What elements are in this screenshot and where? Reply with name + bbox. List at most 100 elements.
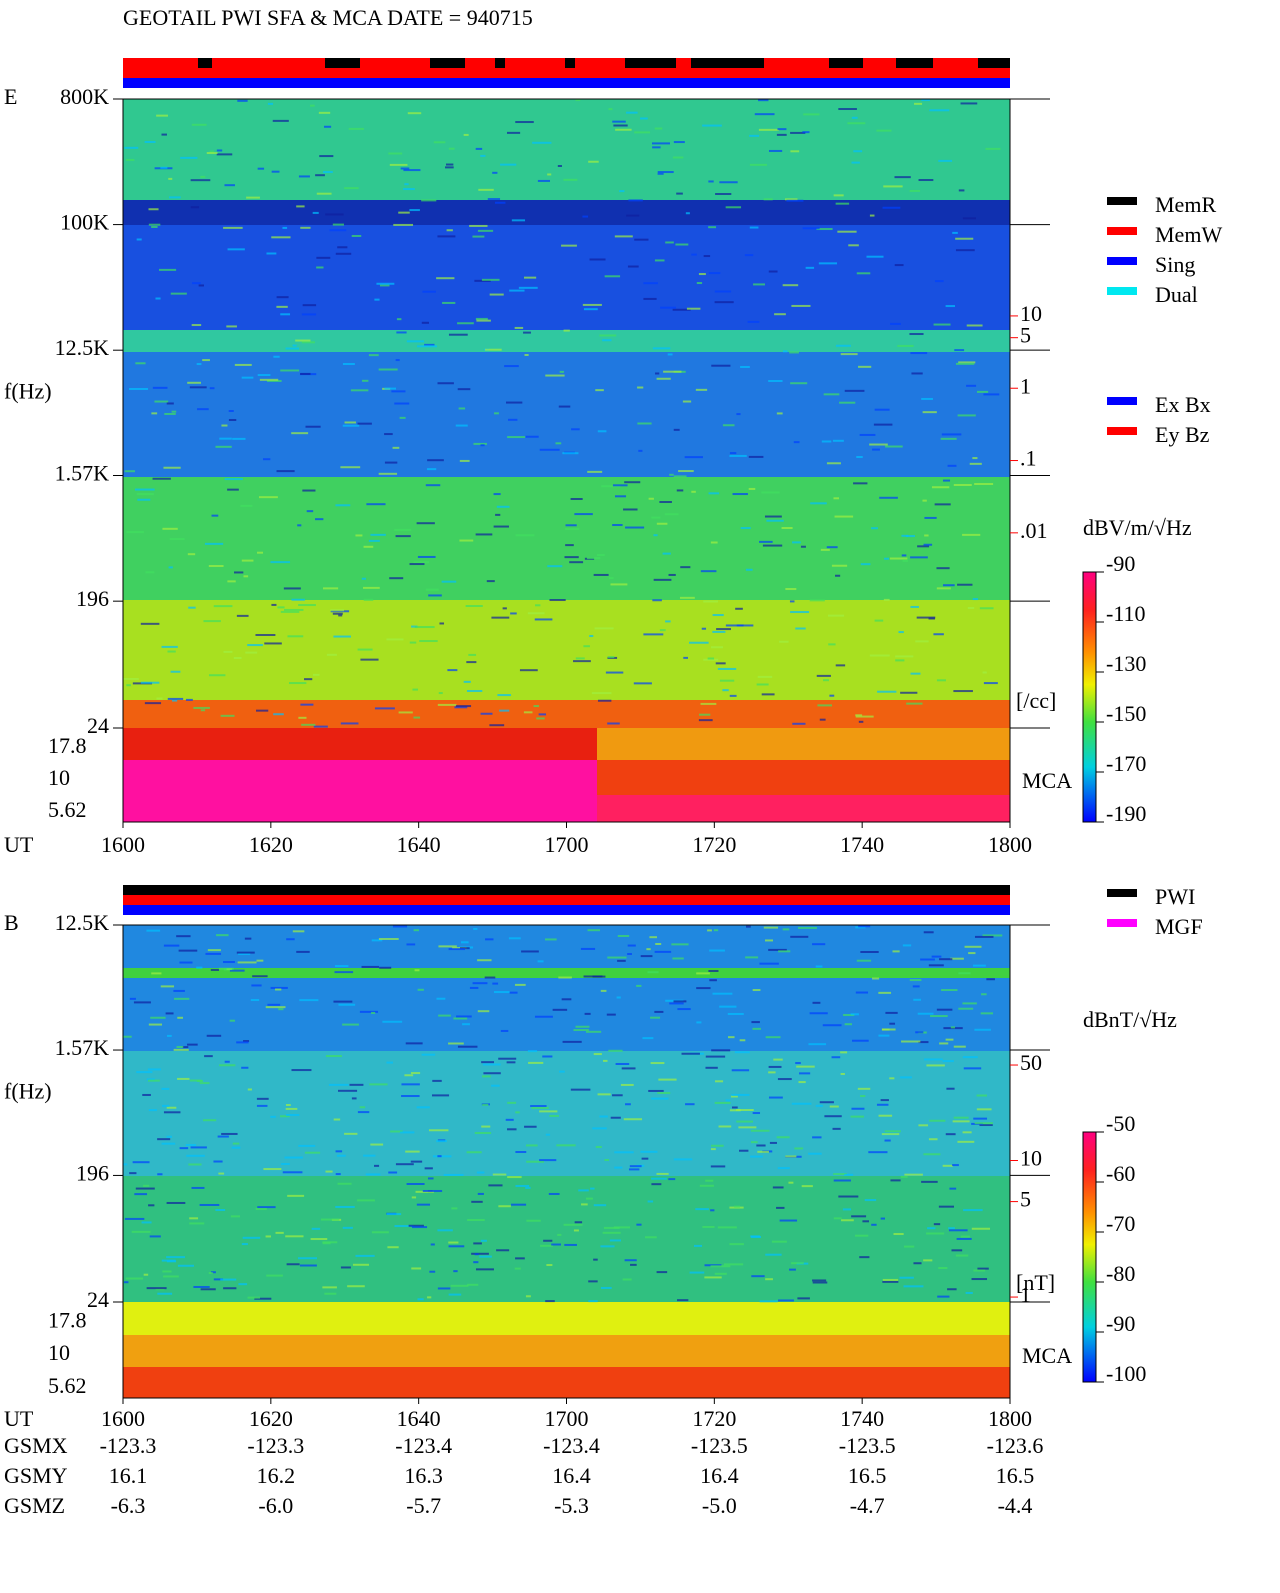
speckle (439, 622, 445, 625)
speckle (624, 481, 641, 484)
speckle (379, 284, 390, 287)
speckle (647, 971, 659, 974)
speckle (462, 1023, 470, 1026)
speckle (626, 214, 640, 217)
speckle (763, 926, 779, 929)
speckle (302, 304, 317, 307)
speckle (424, 1167, 433, 1170)
speckle (167, 650, 176, 653)
speckle (602, 339, 612, 342)
speckle (206, 152, 218, 155)
speckle (333, 1000, 353, 1003)
speckle (752, 989, 761, 992)
speckle (621, 1067, 636, 1070)
speckle (545, 1300, 555, 1303)
speckle (838, 1195, 859, 1198)
speckle (276, 305, 288, 308)
legend-label: PWI (1155, 884, 1195, 909)
colorbar-label: dBV/m/√Hz (1083, 515, 1192, 540)
speckle (161, 133, 167, 136)
speckle (473, 927, 478, 930)
speckle (878, 1114, 893, 1117)
speckle (515, 534, 535, 537)
speckle (236, 1041, 249, 1044)
speckle (368, 539, 380, 542)
speckle (739, 1039, 746, 1042)
legend-label: Ex Bx (1155, 392, 1211, 417)
speckle (643, 633, 664, 636)
speckle (933, 633, 944, 636)
speckle (244, 937, 252, 940)
speckle (559, 370, 564, 373)
speckle (480, 712, 493, 715)
speckle (299, 999, 319, 1002)
speckle (765, 1278, 773, 1281)
speckle (410, 1072, 421, 1075)
speckle (722, 424, 735, 427)
speckle (453, 1270, 458, 1273)
spectrogram-band (123, 477, 1010, 600)
speckle (196, 966, 203, 969)
speckle (433, 141, 446, 144)
speckle (667, 353, 673, 356)
speckle (854, 1234, 869, 1237)
speckle (596, 554, 605, 557)
speckle (297, 524, 302, 527)
speckle (320, 1218, 340, 1221)
speckle (642, 1037, 654, 1040)
speckle (714, 1101, 731, 1104)
ephemeris-value: -4.7 (850, 1493, 885, 1518)
speckle (250, 999, 260, 1002)
ephemeris-value: -5.0 (702, 1493, 737, 1518)
x-axis-label: UT (4, 1406, 34, 1431)
speckle (745, 568, 753, 571)
speckle (256, 709, 269, 712)
speckle (227, 580, 236, 583)
speckle (209, 387, 215, 390)
speckle (455, 705, 472, 708)
spectrogram-band (123, 200, 1010, 225)
speckle (157, 1138, 171, 1141)
speckle (280, 610, 300, 613)
speckle (223, 1287, 237, 1290)
speckle (812, 1001, 821, 1004)
colorbar-tick-label: -190 (1106, 801, 1146, 826)
speckle (357, 1199, 375, 1202)
speckle (700, 702, 717, 705)
speckle (442, 301, 456, 304)
speckle (542, 1055, 553, 1058)
speckle (601, 485, 621, 488)
speckle (192, 282, 201, 285)
speckle (265, 1006, 286, 1009)
x-tick-label: 1700 (545, 832, 589, 857)
speckle (363, 1154, 376, 1157)
speckle (768, 1096, 783, 1099)
speckle (461, 941, 469, 944)
speckle (547, 565, 563, 568)
speckle (223, 226, 243, 229)
speckle (144, 702, 162, 705)
speckle (272, 119, 289, 122)
speckle (582, 215, 589, 218)
speckle (161, 1142, 176, 1145)
speckle (986, 978, 995, 981)
speckle (648, 497, 654, 500)
speckle (477, 229, 494, 232)
speckle (166, 1106, 177, 1109)
speckle (777, 128, 787, 131)
speckle (376, 282, 395, 285)
speckle (265, 1235, 272, 1238)
speckle (858, 720, 864, 723)
speckle (165, 1012, 174, 1015)
speckle (969, 462, 982, 465)
speckle (658, 1078, 677, 1081)
speckle (223, 650, 233, 653)
speckle (722, 689, 729, 692)
speckle (729, 452, 737, 455)
speckle (900, 1076, 912, 1079)
speckle (457, 388, 471, 391)
speckle (141, 1221, 152, 1224)
legend-swatch (1107, 427, 1137, 435)
speckle (696, 282, 703, 285)
speckle (438, 692, 443, 695)
